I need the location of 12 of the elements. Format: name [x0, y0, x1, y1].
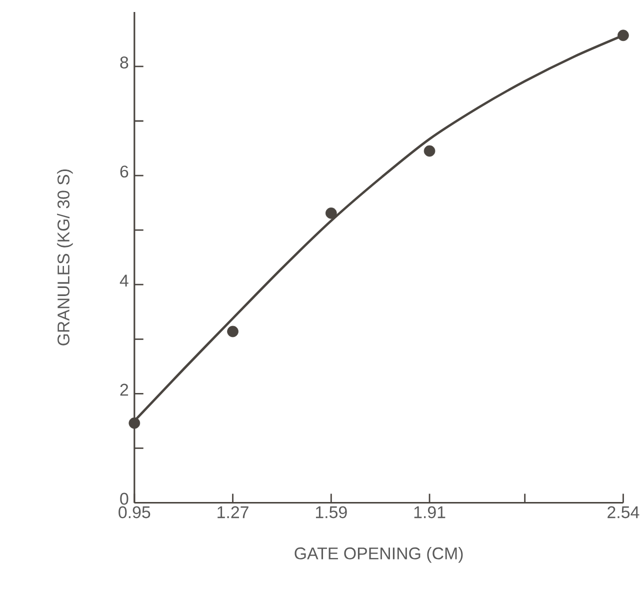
x-tick-label: 2.54: [608, 506, 640, 518]
x-tick-label: 0.95: [118, 506, 150, 518]
x-tick-label: 1.27: [218, 506, 248, 518]
x-tick-label: 1.91: [414, 506, 446, 518]
y-tick-label: 8: [120, 56, 128, 68]
x-tick-label: 1.59: [316, 506, 347, 518]
x-axis-title: GATE OPENING (CM): [294, 546, 463, 563]
y-tick-label: 4: [120, 274, 128, 286]
y-tick-label: 2: [120, 384, 128, 396]
y-axis-title: GRANULES (KG/ 30 S): [57, 169, 73, 346]
y-tick-label: 0: [120, 492, 128, 505]
y-tick-label: 6: [120, 165, 128, 178]
